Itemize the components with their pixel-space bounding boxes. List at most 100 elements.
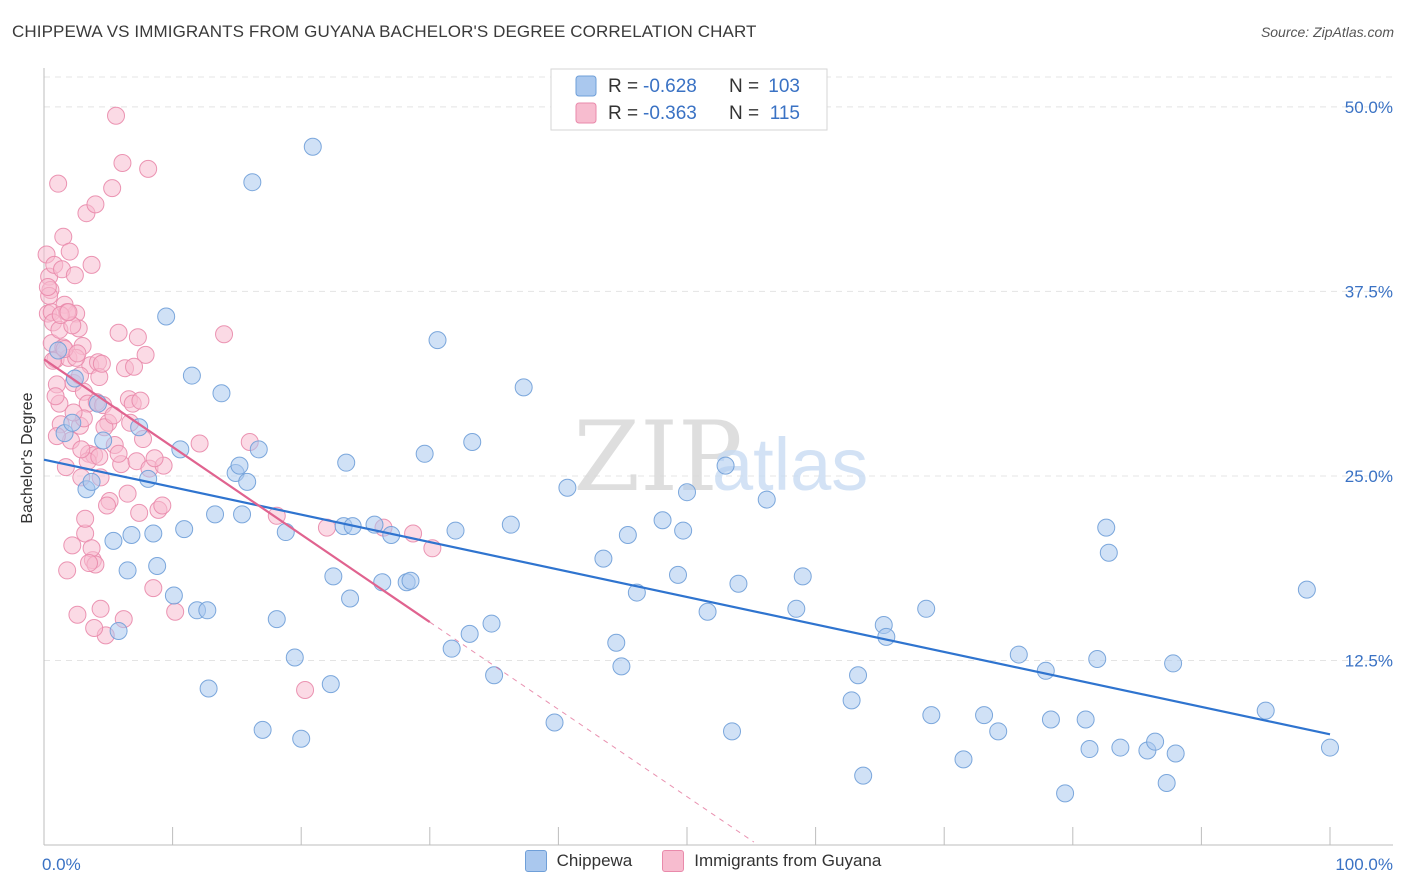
chippewa-point-19 bbox=[175, 520, 194, 539]
guyana-point-94 bbox=[68, 344, 87, 363]
n-value-0: 103 bbox=[768, 76, 800, 97]
chippewa-point-64 bbox=[618, 526, 637, 544]
r-label-1: R = bbox=[608, 103, 638, 124]
chippewa-point-6 bbox=[89, 394, 108, 413]
chippewa-point-8 bbox=[104, 531, 123, 550]
chippewa-point-77 bbox=[842, 691, 861, 710]
chippewa-point-23 bbox=[199, 679, 218, 698]
correlation-legend-box bbox=[550, 68, 828, 131]
chippewa-point-32 bbox=[253, 720, 272, 739]
chippewa-point-28 bbox=[233, 505, 252, 524]
chippewa-points bbox=[49, 137, 1339, 803]
chippewa-point-13 bbox=[139, 469, 158, 488]
chart-title: CHIPPEWA VS IMMIGRANTS FROM GUYANA BACHE… bbox=[12, 22, 757, 41]
guyana-point-15 bbox=[56, 458, 75, 477]
chippewa-point-86 bbox=[989, 722, 1008, 741]
guyana-point-72 bbox=[82, 539, 101, 558]
guyana-point-47 bbox=[103, 179, 122, 198]
chippewa-point-99 bbox=[1157, 774, 1176, 792]
guyana-point-110 bbox=[296, 681, 315, 699]
legend-swatch-guyana bbox=[662, 850, 685, 872]
chippewa-point-33 bbox=[267, 610, 286, 629]
source-credit: Source: ZipAtlas.com bbox=[1260, 24, 1394, 40]
chippewa-point-60 bbox=[558, 478, 577, 497]
correlation-legend: R = -0.628 N = 103 R = -0.363 N = 115 bbox=[550, 68, 828, 131]
chippewa-point-34 bbox=[276, 523, 295, 542]
r-value-0: -0.628 bbox=[643, 76, 697, 97]
chippewa-point-38 bbox=[321, 675, 340, 694]
chippewa-point-89 bbox=[1041, 710, 1060, 729]
chippewa-point-45 bbox=[373, 573, 392, 592]
chippewa-point-88 bbox=[1036, 661, 1055, 680]
chippewa-point-94 bbox=[1097, 518, 1116, 537]
chippewa-point-52 bbox=[446, 521, 465, 540]
guyana-point-106 bbox=[190, 434, 209, 453]
chippewa-point-48 bbox=[401, 571, 420, 590]
chippewa-point-104 bbox=[1321, 738, 1339, 757]
chippewa-point-102 bbox=[1256, 701, 1275, 720]
guyana-point-84 bbox=[139, 159, 158, 178]
chippewa-point-95 bbox=[1099, 543, 1118, 562]
guyana-point-102 bbox=[113, 154, 132, 172]
guyana-point-9 bbox=[49, 174, 68, 193]
guyana-point-92 bbox=[59, 303, 78, 322]
legend-item-chippewa[interactable]: Chippewa bbox=[524, 850, 632, 872]
chippewa-point-31 bbox=[249, 440, 268, 459]
guyana-point-82 bbox=[130, 503, 149, 522]
chippewa-point-30 bbox=[243, 173, 262, 192]
n-label-1: N = bbox=[729, 103, 759, 124]
chippewa-point-24 bbox=[206, 505, 225, 524]
chippewa-point-50 bbox=[428, 331, 447, 350]
guyana-point-98 bbox=[85, 619, 104, 637]
guyana-point-43 bbox=[92, 354, 111, 373]
chippewa-point-76 bbox=[793, 567, 812, 586]
tick-labels: 12.5% 25.0% 37.5% 50.0% 0.0% 100.0% bbox=[42, 98, 1393, 874]
chippewa-point-100 bbox=[1164, 654, 1183, 673]
chippewa-point-17 bbox=[164, 586, 183, 605]
chippewa-point-10 bbox=[118, 561, 137, 580]
chippewa-point-37 bbox=[303, 137, 322, 156]
guyana-point-81 bbox=[125, 357, 144, 376]
chippewa-point-59 bbox=[545, 713, 564, 732]
guyana-point-95 bbox=[72, 440, 91, 459]
chippewa-point-20 bbox=[182, 366, 201, 385]
guyana-point-85 bbox=[145, 449, 164, 468]
r-value-1: -0.363 bbox=[643, 103, 697, 124]
chippewa-point-63 bbox=[612, 657, 631, 676]
chippewa-point-49 bbox=[415, 444, 434, 463]
chippewa-point-15 bbox=[148, 557, 167, 575]
chippewa-point-85 bbox=[975, 706, 994, 725]
chippewa-point-51 bbox=[442, 639, 461, 658]
chippewa-point-81 bbox=[877, 627, 896, 646]
guyana-point-16 bbox=[58, 561, 77, 580]
guyana-point-20 bbox=[63, 536, 82, 555]
chippewa-point-98 bbox=[1146, 732, 1165, 751]
chippewa-point-84 bbox=[954, 750, 973, 769]
guyana-trend-line bbox=[43, 358, 431, 624]
chippewa-point-36 bbox=[292, 729, 311, 748]
guyana-point-55 bbox=[131, 391, 150, 410]
legend-item-guyana[interactable]: Immigrants from Guyana bbox=[662, 850, 881, 872]
x-tick-label-max: 100.0% bbox=[1335, 855, 1393, 874]
guyana-point-96 bbox=[76, 509, 95, 528]
guyana-point-24 bbox=[68, 605, 87, 624]
chippewa-point-67 bbox=[668, 565, 687, 584]
watermark-zip: ZIP bbox=[573, 401, 742, 513]
chippewa-point-7 bbox=[94, 431, 113, 450]
legend-swatch-chippewa bbox=[524, 850, 547, 872]
chippewa-point-42 bbox=[341, 589, 360, 608]
y-tick-label-1: 25.0% bbox=[1345, 467, 1393, 486]
chippewa-point-90 bbox=[1056, 784, 1075, 803]
x-tick-label-min: 0.0% bbox=[42, 855, 81, 874]
chippewa-point-96 bbox=[1111, 738, 1130, 757]
chippewa-point-54 bbox=[463, 433, 482, 451]
n-label-0: N = bbox=[729, 76, 759, 97]
chippewa-point-70 bbox=[698, 602, 717, 621]
guyana-point-78 bbox=[109, 444, 128, 463]
chippewa-point-101 bbox=[1166, 744, 1185, 763]
chippewa-point-35 bbox=[285, 648, 304, 667]
y-tick-label-0: 12.5% bbox=[1345, 651, 1393, 670]
chippewa-point-74 bbox=[757, 490, 776, 509]
axes bbox=[43, 68, 1393, 846]
chippewa-point-91 bbox=[1076, 710, 1095, 729]
